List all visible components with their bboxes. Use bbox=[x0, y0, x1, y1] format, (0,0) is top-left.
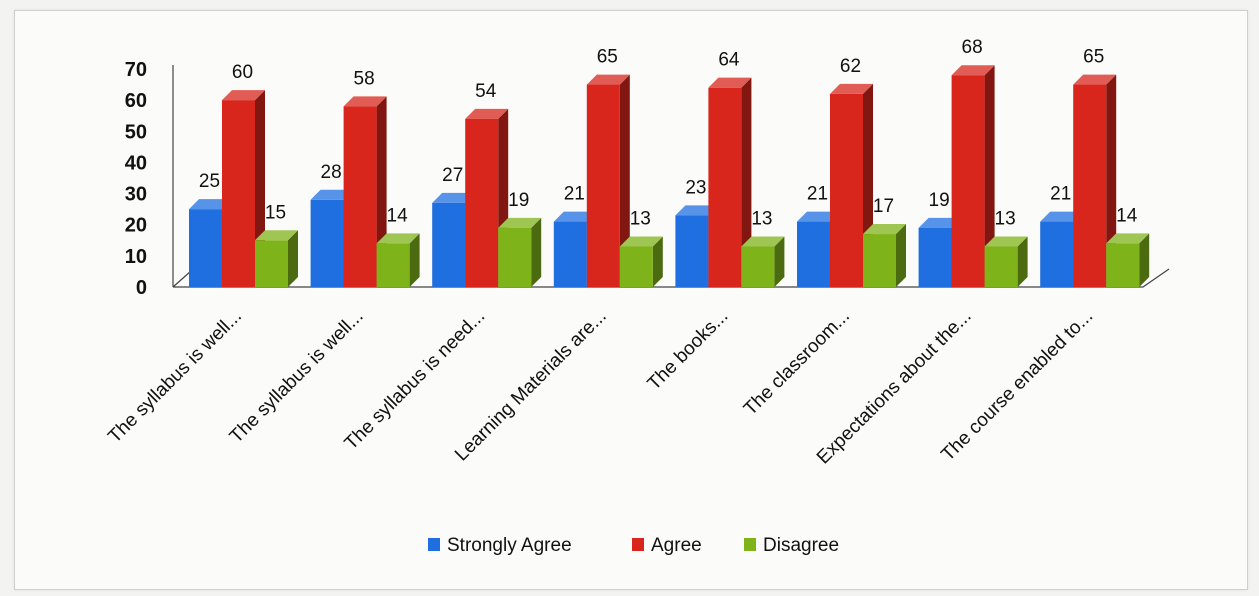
bar-agree bbox=[951, 65, 995, 287]
bar-disagree bbox=[1106, 233, 1150, 287]
data-label: 17 bbox=[873, 196, 894, 217]
data-label: 23 bbox=[685, 177, 706, 198]
data-label: 54 bbox=[475, 81, 497, 102]
y-tick-label: 0 bbox=[136, 277, 147, 299]
chart-frame: 0 10 20 30 40 50 60 70 25 60 15 28 58 14 27 54 19 21 65 13… bbox=[14, 10, 1248, 590]
bar-agree bbox=[708, 77, 752, 287]
legend-item-disagree: Disagree bbox=[744, 535, 839, 556]
data-label: 15 bbox=[265, 202, 286, 223]
data-label: 65 bbox=[597, 47, 618, 68]
legend-item-strongly-agree: Strongly Agree bbox=[428, 535, 572, 556]
data-label: 19 bbox=[508, 190, 529, 211]
data-label: 21 bbox=[807, 184, 828, 205]
bar-chart: 0 10 20 30 40 50 60 70 25 60 15 28 58 14 27 54 19 21 65 13… bbox=[104, 37, 1170, 556]
data-label: 21 bbox=[1050, 184, 1071, 205]
data-label: 25 bbox=[199, 171, 220, 192]
bar-disagree bbox=[255, 230, 298, 287]
data-label: 13 bbox=[995, 209, 1016, 230]
data-label: 14 bbox=[1116, 205, 1138, 226]
svg-text:Agree: Agree bbox=[651, 535, 702, 556]
data-label: 13 bbox=[630, 209, 651, 230]
data-label: 14 bbox=[387, 205, 409, 226]
svg-text:Strongly Agree: Strongly Agree bbox=[447, 535, 572, 556]
category-label: The syllabus is well... bbox=[226, 306, 368, 448]
bar-agree bbox=[465, 108, 509, 287]
bar-agree bbox=[586, 74, 630, 287]
category-label: The books... bbox=[644, 306, 733, 395]
data-label: 19 bbox=[929, 190, 950, 211]
data-label: 60 bbox=[232, 62, 253, 83]
category-label: The classroom... bbox=[740, 306, 854, 420]
y-tick-label: 20 bbox=[125, 215, 147, 237]
svg-text:Disagree: Disagree bbox=[763, 535, 839, 556]
category-label: The syllabus is need... bbox=[341, 306, 490, 455]
bar-disagree bbox=[619, 236, 663, 287]
category-label: The syllabus is well... bbox=[104, 306, 246, 448]
y-tick-label: 30 bbox=[125, 184, 147, 206]
bar-disagree bbox=[863, 224, 906, 287]
bar-disagree bbox=[498, 217, 542, 287]
y-tick-label: 10 bbox=[125, 246, 147, 268]
data-label: 13 bbox=[751, 209, 772, 230]
data-label: 58 bbox=[354, 68, 375, 89]
y-tick-label: 40 bbox=[125, 152, 147, 174]
bar-disagree bbox=[376, 233, 420, 287]
data-label: 65 bbox=[1083, 47, 1104, 68]
y-tick-label: 70 bbox=[125, 59, 147, 81]
y-tick-label: 60 bbox=[125, 90, 147, 112]
data-label: 62 bbox=[840, 56, 861, 77]
y-tick-label: 50 bbox=[125, 121, 147, 143]
data-label: 27 bbox=[442, 165, 463, 186]
data-label: 64 bbox=[718, 50, 740, 71]
bar-disagree bbox=[984, 236, 1028, 287]
data-label: 28 bbox=[321, 162, 342, 183]
floor-depth-line bbox=[172, 270, 192, 288]
data-label: 68 bbox=[962, 37, 983, 58]
bar-agree bbox=[343, 96, 387, 287]
bar-disagree bbox=[741, 236, 785, 287]
legend-item-agree: Agree bbox=[632, 535, 702, 556]
bar-agree bbox=[1073, 74, 1117, 287]
data-label: 21 bbox=[564, 184, 585, 205]
